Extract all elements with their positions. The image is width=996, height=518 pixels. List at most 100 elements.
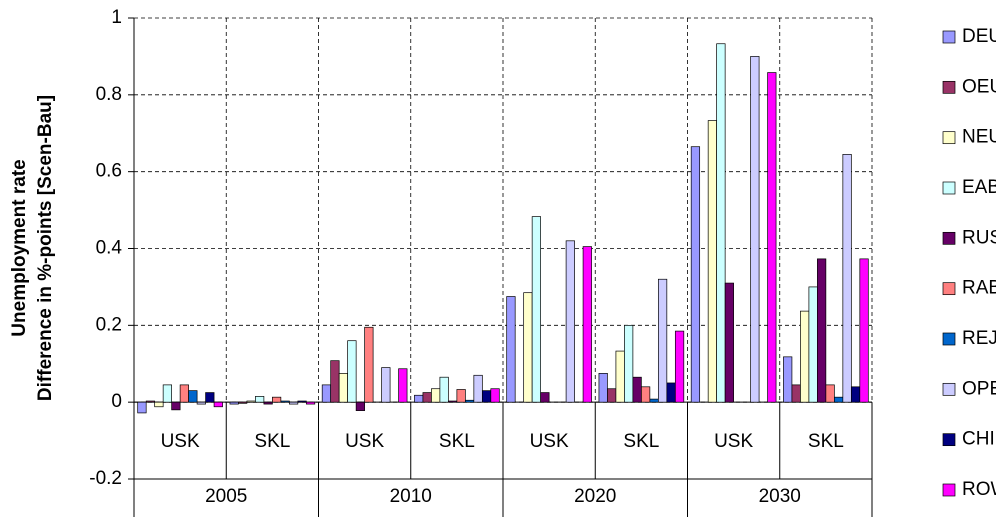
bar [297,400,307,403]
bar [448,400,458,403]
bar [724,282,734,403]
bar [456,389,466,403]
bar [582,246,592,403]
bar [641,386,651,403]
bar [238,401,248,404]
bar [439,376,449,403]
bar [280,400,290,403]
bar [196,401,206,405]
legend-swatch [942,131,956,145]
bar [624,324,634,403]
x-tick-label: USK [714,431,753,452]
bar [632,376,642,403]
bar [364,326,374,403]
bar [825,384,835,403]
x-group-label: 2005 [205,486,247,507]
legend-label: ROW [962,479,996,500]
y-tick-label: 1 [111,7,122,28]
bar [398,368,408,403]
y-tick-label: 0.8 [96,84,122,105]
bar [859,258,869,403]
bar [422,392,432,403]
y-tick-label: 0 [111,391,122,412]
bar [330,360,340,403]
bar [649,398,659,403]
bar [145,400,156,403]
bar [179,384,189,403]
bar [674,330,685,403]
legend-label: CHI [962,429,995,450]
x-tick-label: USK [530,431,569,452]
legend-label: RAB [962,278,996,299]
bar [615,350,625,403]
bar [205,392,215,403]
bar [414,394,424,403]
legend-swatch [942,483,956,497]
legend-label: EAB [962,177,996,198]
bar [783,356,793,403]
legend-label: OEU [962,76,996,97]
x-tick-label: SKL [254,431,290,452]
legend-label: RUS [962,227,996,248]
bar [791,384,801,403]
bar [800,310,810,403]
bar [767,72,777,403]
bar [465,399,475,403]
bar [355,401,365,411]
bar [540,392,550,403]
legend-swatch [942,80,956,94]
x-tick-label: SKL [623,431,659,452]
bar [263,401,273,405]
bar [321,384,332,403]
bar [808,286,818,403]
y-tick-label: 0.2 [96,314,122,335]
bar [305,401,316,405]
bar [272,396,282,403]
bar [817,258,827,403]
x-group-label: 2020 [574,486,616,507]
legend-swatch [942,282,956,296]
bar [288,401,299,405]
y-tick-label: 0.6 [96,161,122,182]
legend-swatch [942,433,956,447]
legend-label: REJ [962,328,996,349]
bar [162,384,172,403]
bar [750,56,760,403]
y-tick-label: 0.4 [96,238,123,259]
bar [565,240,575,403]
bar [255,396,265,403]
bar [213,401,223,408]
legend-label: DEU [962,26,996,47]
legend-label: OPE [962,378,996,399]
bar [707,120,718,403]
bar [523,292,533,403]
bar [137,401,147,414]
legend-swatch [942,231,956,245]
legend-swatch [942,30,956,44]
bar [188,390,198,403]
x-group-label: 2030 [759,486,801,507]
bar [607,388,617,403]
bar [716,43,726,403]
bar [473,374,483,403]
y-axis-label: Unemployment rate [9,159,30,336]
bar [490,388,500,403]
bar [666,382,676,403]
bar [598,373,608,403]
legend-swatch [942,181,956,195]
y-tick-label: -0.2 [89,468,122,489]
x-group-label: 2010 [390,486,432,507]
bar [229,401,239,405]
legend-swatch [942,382,956,396]
x-tick-label: SKL [439,431,475,452]
bar [690,146,701,403]
bar [842,154,852,403]
bar [481,390,492,403]
bar [171,401,181,411]
legend-swatch [942,332,956,346]
legend-label: NEU [962,127,996,148]
bar [338,373,349,403]
y-axis-label: Difference in %-points [Scen-Bau] [35,95,56,401]
bar [850,386,861,403]
